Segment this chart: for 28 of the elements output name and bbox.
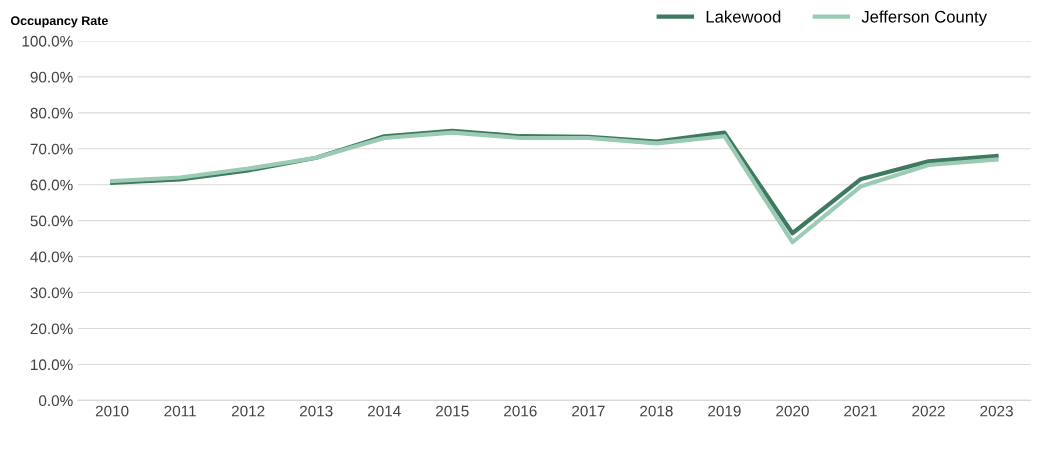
x-tick-label: 2015 xyxy=(436,405,469,417)
y-tick-label: 30.0% xyxy=(30,287,73,299)
x-tick-label: 2023 xyxy=(980,405,1013,417)
y-tick-label: 80.0% xyxy=(30,107,73,119)
x-tick-label: 2022 xyxy=(912,405,945,417)
y-tick-label: 40.0% xyxy=(30,251,73,263)
y-tick-label: 50.0% xyxy=(30,215,73,227)
x-tick-label: 2021 xyxy=(844,405,877,417)
x-tick-label: 2020 xyxy=(776,405,809,417)
x-tick-label: 2010 xyxy=(95,405,129,417)
x-tick-label: 2016 xyxy=(504,405,537,417)
y-tick-label: 20.0% xyxy=(30,323,73,335)
x-tick-label: 2018 xyxy=(640,405,673,417)
y-tick-label: 60.0% xyxy=(30,179,73,191)
x-tick-label: 2014 xyxy=(368,405,401,417)
x-tick-label: 2013 xyxy=(299,405,333,417)
y-tick-label: 10.0% xyxy=(31,359,73,371)
y-tick-label: 70.0% xyxy=(30,143,73,155)
y-tick-label: 100.0% xyxy=(22,35,73,47)
legend-label: Lakewood xyxy=(706,10,781,23)
x-tick-label: 2012 xyxy=(231,405,265,417)
x-tick-label: 2017 xyxy=(572,405,605,417)
x-tick-label: 2011 xyxy=(164,405,196,417)
y-tick-label: 90.0% xyxy=(30,71,73,83)
x-tick-label: 2019 xyxy=(708,405,741,417)
chart-title: Occupancy Rate xyxy=(10,16,108,28)
y-tick-label: 0.0% xyxy=(38,395,73,407)
legend-label: Jefferson County xyxy=(861,10,987,26)
